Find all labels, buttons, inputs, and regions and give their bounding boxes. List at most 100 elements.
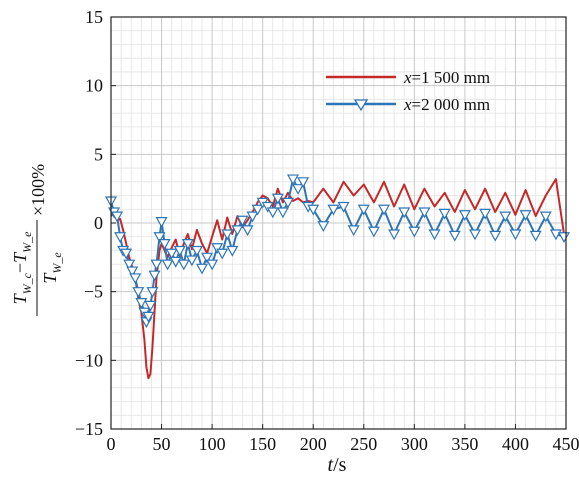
y-tick-label: −10: [75, 350, 103, 370]
legend-label-1: x=1 500 mm: [403, 68, 490, 87]
series-layer: [104, 174, 570, 380]
series-2-marker: [286, 174, 300, 186]
series-2-marker: [539, 211, 552, 223]
series-2-marker: [448, 230, 461, 242]
series-2-marker: [529, 230, 542, 242]
series-2-marker: [120, 248, 133, 260]
x-tick-label: 50: [153, 434, 171, 454]
series-2-marker: [281, 197, 294, 209]
y-denominator: T: [40, 272, 60, 284]
series-2-marker: [357, 204, 370, 216]
y-tick-label: 5: [94, 144, 103, 164]
x-axis-title: t/s: [328, 454, 347, 476]
series-2-marker: [509, 229, 522, 241]
y-tick-label: 15: [85, 7, 103, 27]
x-tick-label: 250: [350, 434, 377, 454]
legend-label-2: x=2 000 mm: [403, 95, 490, 114]
legend-label-1-rest: =1 500 mm: [412, 68, 491, 87]
series-2-marker: [398, 207, 411, 219]
x-tick-label: 100: [199, 434, 226, 454]
series-2-marker: [153, 232, 166, 243]
series-2-marker: [489, 230, 502, 242]
x-axis-title-unit: /s: [333, 454, 347, 476]
series-2-marker: [155, 217, 168, 228]
series-2-marker: [201, 252, 214, 264]
series-2-marker: [195, 263, 209, 275]
series-2-marker: [499, 211, 512, 223]
x-tick-label: 150: [249, 434, 276, 454]
series-2-marker: [327, 204, 340, 216]
y-tick-label: 0: [94, 213, 103, 233]
y-numerator-b-sub: W_e: [20, 231, 34, 253]
x-tick-label: 0: [107, 434, 116, 454]
series-2-marker: [307, 204, 320, 216]
series-2-marker: [377, 204, 391, 216]
series-2-marker: [292, 184, 305, 195]
series-2-marker: [129, 273, 142, 285]
series-2-marker: [181, 239, 194, 250]
series-2-marker: [126, 266, 139, 278]
series-2-marker: [297, 177, 310, 189]
series-2-marker: [347, 225, 360, 237]
series-2-marker: [158, 239, 171, 250]
series-2-marker: [173, 245, 186, 257]
y-ticks: 15 10 5 0 −5 −10 −15: [75, 7, 116, 439]
series-2-marker: [150, 259, 163, 271]
y-axis-title: TW_c−TW_e TW_e ×100%: [10, 164, 64, 316]
y-numerator-b: T: [10, 251, 30, 263]
x-tick-label: 400: [502, 434, 529, 454]
series-2-marker: [438, 208, 451, 220]
x-tick-label: 350: [451, 434, 478, 454]
series-2-marker: [458, 210, 471, 221]
series-2-marker: [146, 287, 159, 298]
series-2-marker: [111, 211, 124, 223]
x-tick-label: 450: [553, 434, 579, 454]
legend-label-2-var: x: [403, 95, 412, 114]
series-2-marker: [211, 243, 224, 254]
series-2-marker: [190, 245, 203, 257]
legend-label-2-rest: =2 000 mm: [412, 95, 491, 114]
series-2-marker: [144, 300, 157, 312]
series-2-marker: [388, 229, 401, 241]
grid-major: [110, 16, 567, 430]
series-2-marker: [132, 287, 145, 298]
series-2-marker: [226, 245, 239, 257]
series-2-marker: [408, 226, 421, 238]
series-2-marker: [241, 225, 254, 237]
x-tick-label: 200: [300, 434, 327, 454]
legend-label-1-var: x: [403, 68, 412, 87]
series-2-marker: [221, 229, 234, 241]
series-2-marker: [231, 225, 244, 237]
series-2-marker: [428, 229, 441, 241]
series-2-marker: [123, 259, 136, 271]
series-2-marker: [236, 215, 249, 227]
series-2-marker: [261, 201, 274, 213]
series-2-marker: [557, 232, 570, 243]
legend-entry-1: x=1 500 mm: [326, 68, 490, 87]
series-2-marker: [251, 204, 264, 216]
legend-entry-2: x=2 000 mm: [326, 95, 490, 114]
series-2-marker: [177, 259, 190, 271]
series-2-marker: [185, 255, 198, 267]
series-2-marker: [317, 221, 330, 232]
y-axis-suffix: ×100%: [28, 164, 48, 216]
legend: x=1 500 mm x=2 000 mm: [326, 68, 490, 114]
series-2-marker: [337, 201, 350, 213]
series-2-marker: [142, 311, 155, 323]
y-tick-label: −5: [84, 282, 103, 302]
series-2-marker: [276, 207, 289, 219]
series-2-marker: [216, 248, 229, 260]
x-axis-title-var: t: [328, 454, 334, 476]
series-2-marker: [206, 259, 219, 271]
series-2-marker: [161, 259, 174, 271]
y-axis-denominator: TW_e: [40, 252, 64, 284]
legend-marker-2: [353, 99, 369, 112]
x-tick-label: 300: [401, 434, 428, 454]
y-tick-label: −15: [75, 419, 103, 439]
y-numerator-a-sub: W_c: [20, 272, 34, 294]
series-2-marker: [246, 211, 259, 223]
series-2-marker: [479, 208, 492, 220]
series-2-marker: [468, 229, 482, 241]
series-2-marker: [266, 207, 279, 219]
